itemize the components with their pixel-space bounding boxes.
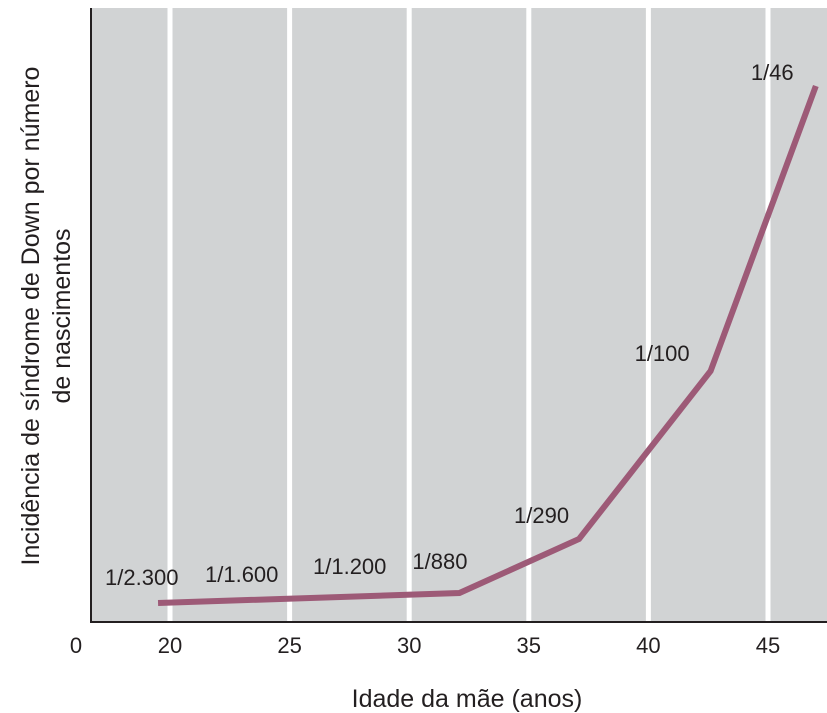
data-label-1: 1/880 (412, 549, 467, 574)
x-tick-label-0: 0 (70, 633, 82, 658)
x-tick-label-40: 40 (636, 633, 660, 658)
gridlines (167, 8, 771, 621)
x-tick-label-45: 45 (756, 633, 780, 658)
x-tick-label-30: 30 (397, 633, 421, 658)
x-tick-labels: 0 20 25 30 35 40 45 (70, 633, 780, 658)
data-label-2: 1/290 (514, 503, 569, 528)
data-label-0: 1/2.300 (105, 565, 178, 590)
x-tick-label-20: 20 (158, 633, 182, 658)
data-label-4: 1/46 (751, 60, 794, 85)
annotation-1-1200: 1/1.200 (313, 554, 386, 579)
y-axis-title-line-2: de nascimentos (48, 228, 76, 403)
y-axis-title-line-1: Incidência de síndrome de Down por númer… (17, 67, 45, 566)
annotation-1-1600: 1/1.600 (205, 562, 278, 587)
data-label-3: 1/100 (635, 341, 690, 366)
x-axis-title: Idade da mãe (anos) (352, 685, 583, 713)
series-line (157, 84, 819, 606)
data-labels: 1/2.300 1/880 1/290 1/100 1/46 (105, 60, 794, 590)
x-tick-label-25: 25 (277, 633, 301, 658)
x-tick-label-35: 35 (517, 633, 541, 658)
plot-background (91, 8, 827, 622)
